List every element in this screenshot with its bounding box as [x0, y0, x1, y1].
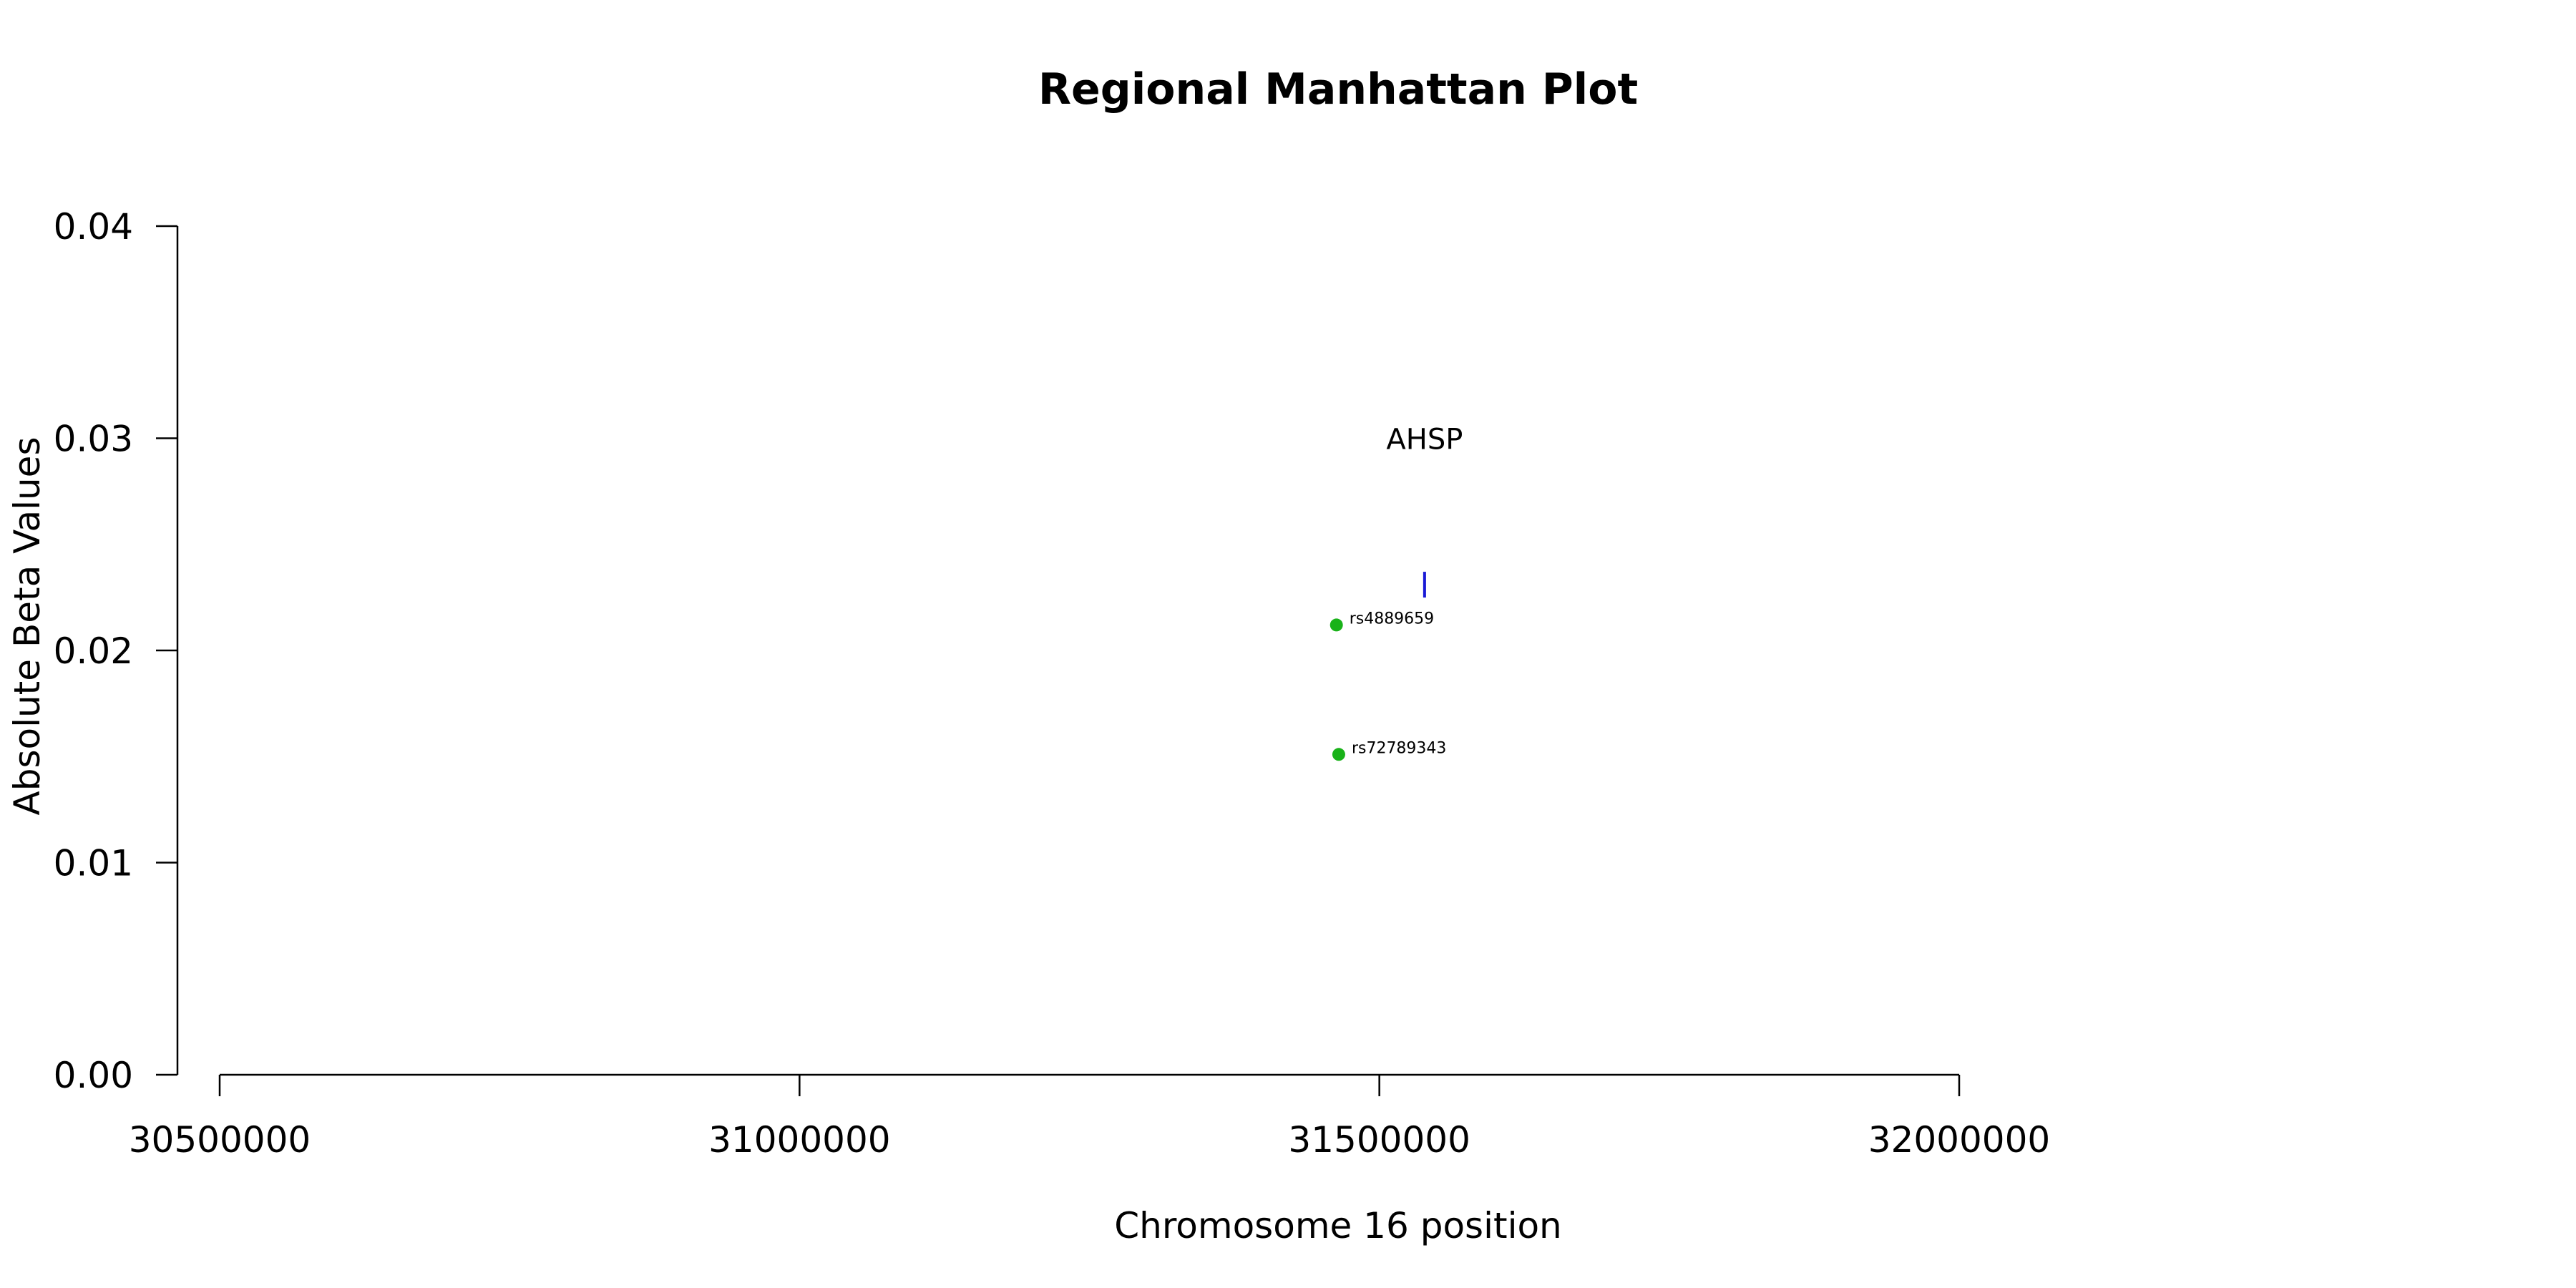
x-axis-label: Chromosome 16 position: [1114, 1205, 1562, 1246]
x-tick-label: 30500000: [129, 1119, 311, 1161]
y-tick-label: 0.02: [54, 630, 133, 672]
snp-point: [1330, 618, 1343, 632]
y-axis-label: Absolute Beta Values: [6, 437, 48, 816]
chart-title: Regional Manhattan Plot: [1038, 64, 1638, 114]
x-tick-label: 31500000: [1288, 1119, 1470, 1161]
y-tick-label: 0.03: [54, 419, 133, 460]
x-tick-label: 32000000: [1868, 1119, 2051, 1161]
gene-label: AHSP: [1386, 424, 1463, 457]
snp-label: rs4889659: [1350, 610, 1435, 628]
y-tick-label: 0.04: [54, 206, 133, 248]
x-tick-label: 31000000: [708, 1119, 891, 1161]
y-axis-ticks: 0.00 0.01 0.02 0.03 0.04: [54, 206, 177, 1096]
snp-point: [1332, 748, 1345, 761]
x-axis-ticks: 30500000 31000000 31500000 32000000: [129, 1075, 2051, 1161]
plot-marks: rs4889659 rs72789343 AHSP: [1330, 424, 1463, 761]
snp-label: rs72789343: [1352, 739, 1446, 757]
y-tick-label: 0.00: [54, 1055, 133, 1096]
y-tick-label: 0.01: [54, 843, 133, 884]
